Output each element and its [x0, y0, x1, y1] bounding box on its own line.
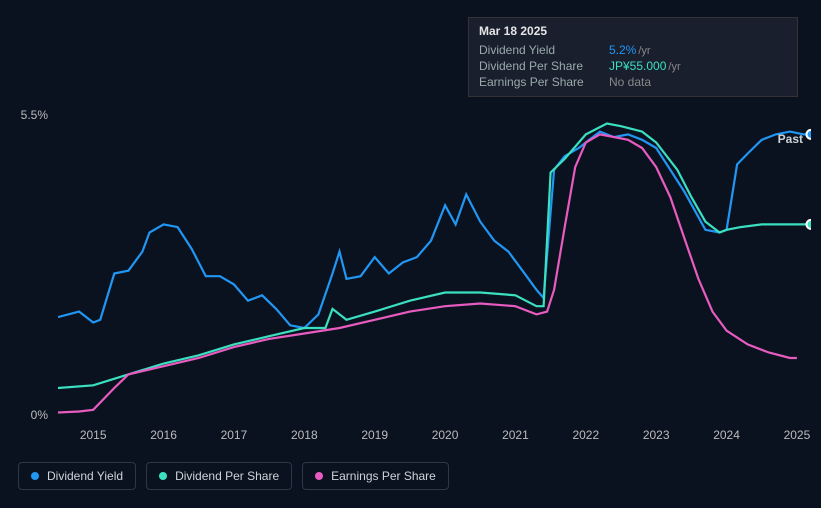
tooltip-date: Mar 18 2025 — [479, 24, 787, 38]
chart-tooltip: Mar 18 2025 Dividend Yield 5.2%/yr Divid… — [468, 17, 798, 97]
legend-item-dividend-yield[interactable]: Dividend Yield — [18, 462, 136, 490]
series-line-dividend_yield — [58, 132, 811, 328]
chart-plot-area[interactable] — [58, 118, 811, 418]
chart-container: 5.5% 0% 2015 2016 2017 2018 2019 2020 2021 2022… — [0, 100, 821, 460]
x-axis-tick: 2021 — [502, 428, 529, 442]
tooltip-value: JP¥55.000/yr — [609, 59, 681, 73]
legend-item-earnings-per-share[interactable]: Earnings Per Share — [302, 462, 449, 490]
series-line-earnings_per_share — [58, 134, 797, 412]
x-axis-tick: 2016 — [150, 428, 177, 442]
y-axis-max: 5.5% — [8, 108, 48, 122]
x-axis-tick: 2019 — [361, 428, 388, 442]
series-line-dividend_per_share — [58, 124, 811, 389]
legend-dot — [31, 472, 39, 480]
x-axis-labels: 2015 2016 2017 2018 2019 2020 2021 2022 2023 2024… — [58, 428, 811, 460]
series-end-marker — [807, 220, 812, 229]
chart-legend: Dividend Yield Dividend Per Share Earnin… — [18, 462, 449, 490]
x-axis-tick: 2022 — [572, 428, 599, 442]
x-axis-tick: 2023 — [643, 428, 670, 442]
x-axis-tick: 2025 — [784, 428, 811, 442]
past-label: Past — [778, 132, 803, 146]
tooltip-value: No data — [609, 75, 653, 89]
legend-label: Dividend Yield — [47, 469, 123, 483]
tooltip-label: Dividend Per Share — [479, 59, 609, 73]
tooltip-row-eps: Earnings Per Share No data — [479, 74, 787, 90]
series-end-marker — [807, 130, 812, 139]
tooltip-value: 5.2%/yr — [609, 43, 651, 57]
x-axis-tick: 2020 — [432, 428, 459, 442]
legend-label: Earnings Per Share — [331, 469, 436, 483]
tooltip-row-dps: Dividend Per Share JP¥55.000/yr — [479, 58, 787, 74]
tooltip-row-yield: Dividend Yield 5.2%/yr — [479, 42, 787, 58]
y-axis-min: 0% — [8, 408, 48, 422]
x-axis-tick: 2018 — [291, 428, 318, 442]
legend-dot — [315, 472, 323, 480]
legend-item-dividend-per-share[interactable]: Dividend Per Share — [146, 462, 292, 490]
legend-dot — [159, 472, 167, 480]
legend-label: Dividend Per Share — [175, 469, 279, 483]
tooltip-label: Dividend Yield — [479, 43, 609, 57]
x-axis-tick: 2015 — [80, 428, 107, 442]
x-axis-tick: 2024 — [713, 428, 740, 442]
x-axis-tick: 2017 — [221, 428, 248, 442]
tooltip-label: Earnings Per Share — [479, 75, 609, 89]
